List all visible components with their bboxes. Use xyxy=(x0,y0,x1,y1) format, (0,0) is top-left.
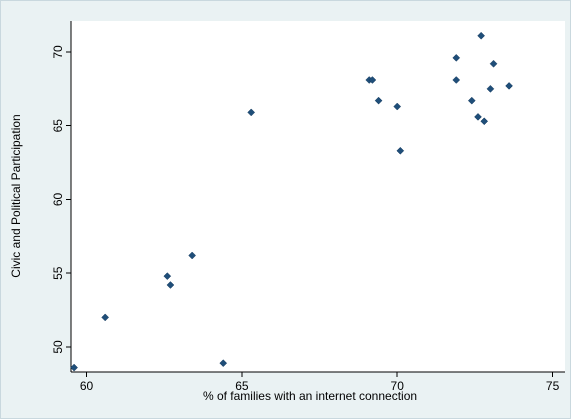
x-tick-label: 60 xyxy=(80,379,94,393)
x-tick-label: 75 xyxy=(546,379,560,393)
data-point xyxy=(163,272,172,280)
plot-area xyxy=(71,21,565,372)
x-axis-ticks: 60 65 70 75 xyxy=(80,372,560,393)
data-point xyxy=(474,113,482,121)
data-point xyxy=(480,117,489,126)
data-point xyxy=(452,54,461,62)
x-axis-label: % of families with an internet connectio… xyxy=(203,389,417,403)
data-point xyxy=(489,59,498,68)
data-point xyxy=(393,102,402,111)
y-axis-ticks: 50 55 60 65 70 xyxy=(51,45,71,354)
data-point xyxy=(467,96,476,105)
data-point xyxy=(505,82,513,90)
data-point xyxy=(374,96,383,105)
data-point xyxy=(70,363,78,372)
data-point xyxy=(247,108,256,117)
x-tick-label: 70 xyxy=(391,379,405,393)
data-point xyxy=(486,84,495,93)
y-tick-label: 70 xyxy=(51,45,65,59)
data-point xyxy=(166,281,175,289)
data-point xyxy=(219,359,228,368)
data-point xyxy=(101,313,110,322)
y-axis-label: Civic and Political Participation xyxy=(9,114,23,277)
data-point xyxy=(188,251,197,260)
y-tick-label: 60 xyxy=(51,192,65,206)
data-point xyxy=(452,76,461,84)
data-point xyxy=(477,31,485,40)
y-tick-label: 65 xyxy=(51,119,65,133)
data-points xyxy=(70,31,513,372)
x-tick-label: 65 xyxy=(235,379,249,393)
data-point xyxy=(368,76,377,84)
data-point xyxy=(396,146,405,155)
y-tick-label: 50 xyxy=(51,340,65,354)
y-tick-label: 55 xyxy=(51,266,65,280)
